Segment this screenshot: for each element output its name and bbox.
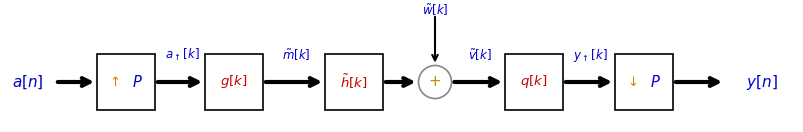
Bar [324,55,382,110]
Text: $P$: $P$ [649,74,660,90]
Bar [205,55,263,110]
Bar [614,55,672,110]
Bar [97,55,155,110]
Text: $\tilde{h}[k]$: $\tilde{h}[k]$ [340,73,367,91]
Text: $g[k]$: $g[k]$ [220,74,247,91]
Text: $a_{\uparrow}[k]$: $a_{\uparrow}[k]$ [165,47,199,63]
Text: $\uparrow$: $\uparrow$ [107,75,120,89]
Text: $P$: $P$ [132,74,143,90]
Text: $\downarrow$: $\downarrow$ [624,75,638,89]
Text: $+$: $+$ [428,74,441,89]
Text: $y[n]$: $y[n]$ [745,72,777,91]
Text: $a[n]$: $a[n]$ [12,73,44,91]
Text: $y_{\uparrow}[k]$: $y_{\uparrow}[k]$ [572,46,606,63]
Text: $\tilde{v}[k]$: $\tilde{v}[k]$ [467,47,491,63]
Text: $\tilde{w}[k]$: $\tilde{w}[k]$ [421,2,448,18]
Text: $\tilde{m}[k]$: $\tilde{m}[k]$ [281,47,310,63]
Bar [504,55,562,110]
Text: $q[k]$: $q[k]$ [520,74,547,91]
